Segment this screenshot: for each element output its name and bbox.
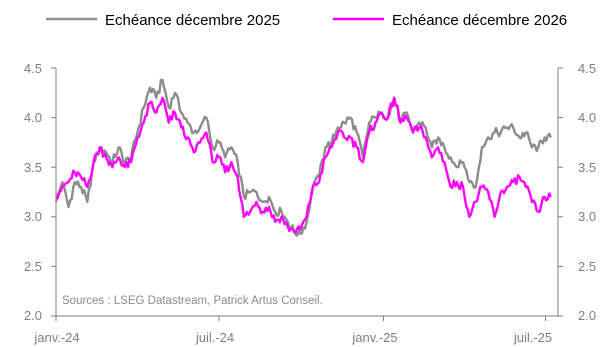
legend-label-series-1: Echéance décembre 2025	[105, 12, 280, 29]
series-group	[54, 78, 552, 237]
x-tick: janv.-25	[351, 330, 397, 345]
y-tick-right: 2.5	[578, 259, 596, 274]
x-tick: juil.-24	[195, 330, 234, 345]
series-line-2025	[54, 78, 552, 237]
y-tick-right: 3.5	[578, 160, 596, 175]
source-note: Sources : LSEG Datastream, Patrick Artus…	[62, 295, 323, 307]
y-tick-left: 3.5	[24, 160, 42, 175]
y-tick-left: 2.0	[24, 308, 42, 323]
y-tick-left: 3.0	[24, 209, 42, 224]
series-line-2026	[55, 96, 552, 234]
y-tick-right: 4.5	[578, 61, 596, 76]
y-ticks-right: 2.0 2.5 3.0 3.5 4.0 4.5	[578, 61, 596, 323]
y-tick-right: 4.0	[578, 110, 596, 125]
legend-label-series-2: Echéance décembre 2026	[392, 12, 567, 29]
axes	[55, 68, 559, 317]
y-tick-left: 2.5	[24, 259, 42, 274]
y-tick-right: 2.0	[578, 308, 596, 323]
x-tick: janv.-24	[33, 330, 79, 345]
y-tick-left: 4.0	[24, 110, 42, 125]
y-tick-left: 4.5	[24, 61, 42, 76]
x-ticks: janv.-24 juil.-24 janv.-25 juil.-25	[33, 330, 552, 345]
y-ticks-left: 2.0 2.5 3.0 3.5 4.0 4.5	[24, 61, 42, 323]
y-tick-right: 3.0	[578, 209, 596, 224]
legend: Echéance décembre 2025 Echéance décembre…	[46, 12, 567, 29]
x-tick: juil.-25	[513, 330, 552, 345]
